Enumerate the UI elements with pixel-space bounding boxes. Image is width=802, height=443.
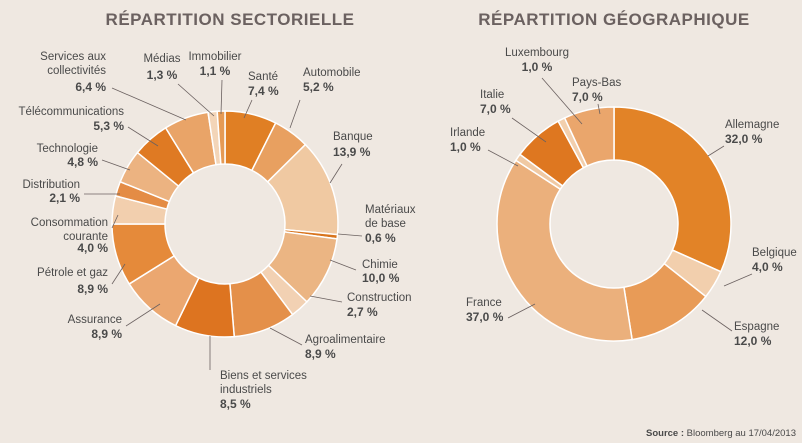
leader-line-services-aux-collectivites [111,87,187,121]
slice-label-distribution: Distribution [22,179,80,191]
slice-label-allemagne: Allemagne [725,119,779,131]
leader-line-sante [243,99,253,119]
slice-label-espagne: Espagne [734,321,779,333]
slice-value-italie: 7,0 % [480,102,511,116]
slice-value-automobile: 5,2 % [303,80,334,94]
source-note: Source : Bloomberg au 17/04/2013 [646,428,796,439]
chart-title: RÉPARTITION GÉOGRAPHIQUE [478,10,749,29]
leader-line-construction [309,295,343,303]
leader-line-consommation-courante [111,214,119,229]
source-text: Bloomberg au 17/04/2013 [686,428,796,439]
slice-value-espagne: 12,0 % [734,334,772,348]
slice-value-allemagne: 32,0 % [725,132,763,146]
slice-value-medias: 1,3 % [147,68,178,82]
slice-value-france: 37,0 % [466,310,504,324]
slice-value-services-aux-collectivites: 6,4 % [75,80,106,94]
leader-line-espagne [701,309,733,332]
slice-value-biens-et-services-industriels: 8,5 % [220,397,251,411]
slice-label-france: France [466,297,502,309]
leader-line-telecommunications [127,126,159,147]
leader-line-luxembourg [541,77,583,125]
slice-pays-bas [563,106,615,167]
slice-label-chimie: Chimie [362,259,398,271]
slice-value-consommation-courante: 4,0 % [77,241,108,255]
slice-value-chimie: 10,0 % [362,271,400,285]
slice-label-assurance: Assurance [68,314,122,326]
slice-label-materiaux-de-base: Matériaux de base [365,204,416,230]
slice-label-petrole-et-gaz: Pétrole et gaz [37,267,108,279]
slice-immobilier [216,110,226,165]
slice-value-agroalimentaire: 8,9 % [305,347,336,361]
slice-label-sante: Santé [248,71,278,83]
leader-line-irlande [487,149,519,167]
slice-value-distribution: 2,1 % [49,191,80,205]
slice-label-services-aux-collectivites: Services aux collectivités [40,51,106,77]
slice-label-agroalimentaire: Agroalimentaire [305,334,386,346]
slice-label-pays-bas: Pays-Bas [572,77,621,89]
slice-value-belgique: 4,0 % [752,260,783,274]
slice-value-telecommunications: 5,3 % [93,119,124,133]
slice-label-telecommunications: Télécommunications [19,106,125,118]
slice-label-construction: Construction [347,292,412,304]
slice-label-italie: Italie [480,89,504,101]
chart-title: RÉPARTITION SECTORIELLE [106,10,355,29]
leader-line-assurance [125,303,161,327]
leader-line-agroalimentaire [269,327,303,346]
slice-value-sante: 7,4 % [248,84,279,98]
leader-line-materiaux-de-base [337,233,363,237]
slice-value-irlande: 1,0 % [450,140,481,154]
slice-value-materiaux-de-base: 0,6 % [365,231,396,245]
slice-allemagne [613,106,732,273]
leader-line-medias [177,83,215,117]
slice-label-automobile: Automobile [303,67,361,79]
leader-line-allemagne [707,145,725,157]
slice-value-petrole-et-gaz: 8,9 % [77,282,108,296]
leader-line-chimie [329,259,357,271]
slice-label-consommation-courante: Consommation courante [31,217,108,243]
leader-line-pays-bas [597,103,601,115]
slice-value-banque: 13,9 % [333,145,371,159]
slice-value-pays-bas: 7,0 % [572,90,603,104]
leader-line-petrole-et-gaz [111,263,126,285]
leader-line-banque [329,163,343,184]
slice-value-technologie: 4,8 % [67,155,98,169]
leader-line-immobilier [220,79,223,115]
leader-line-technologie [101,159,131,171]
slice-label-immobilier: Immobilier [188,51,241,63]
slice-label-banque: Banque [333,131,373,143]
slice-label-belgique: Belgique [752,247,797,259]
slice-value-immobilier: 1,1 % [200,64,231,78]
slice-value-luxembourg: 1,0 % [522,60,553,74]
slice-label-technologie: Technologie [37,143,98,155]
slice-label-biens-et-services-industriels: Biens et services industriels [220,370,307,396]
slice-france [496,159,633,342]
slice-label-irlande: Irlande [450,127,485,139]
leader-line-belgique [723,273,753,287]
leader-line-automobile [289,99,301,129]
leader-line-italie [511,117,547,143]
source-prefix: Source : [646,428,685,439]
slice-label-medias: Médias [143,53,180,65]
slice-value-assurance: 8,9 % [91,327,122,341]
slice-value-construction: 2,7 % [347,305,378,319]
slice-label-luxembourg: Luxembourg [505,47,569,59]
leader-line-france [507,303,536,319]
